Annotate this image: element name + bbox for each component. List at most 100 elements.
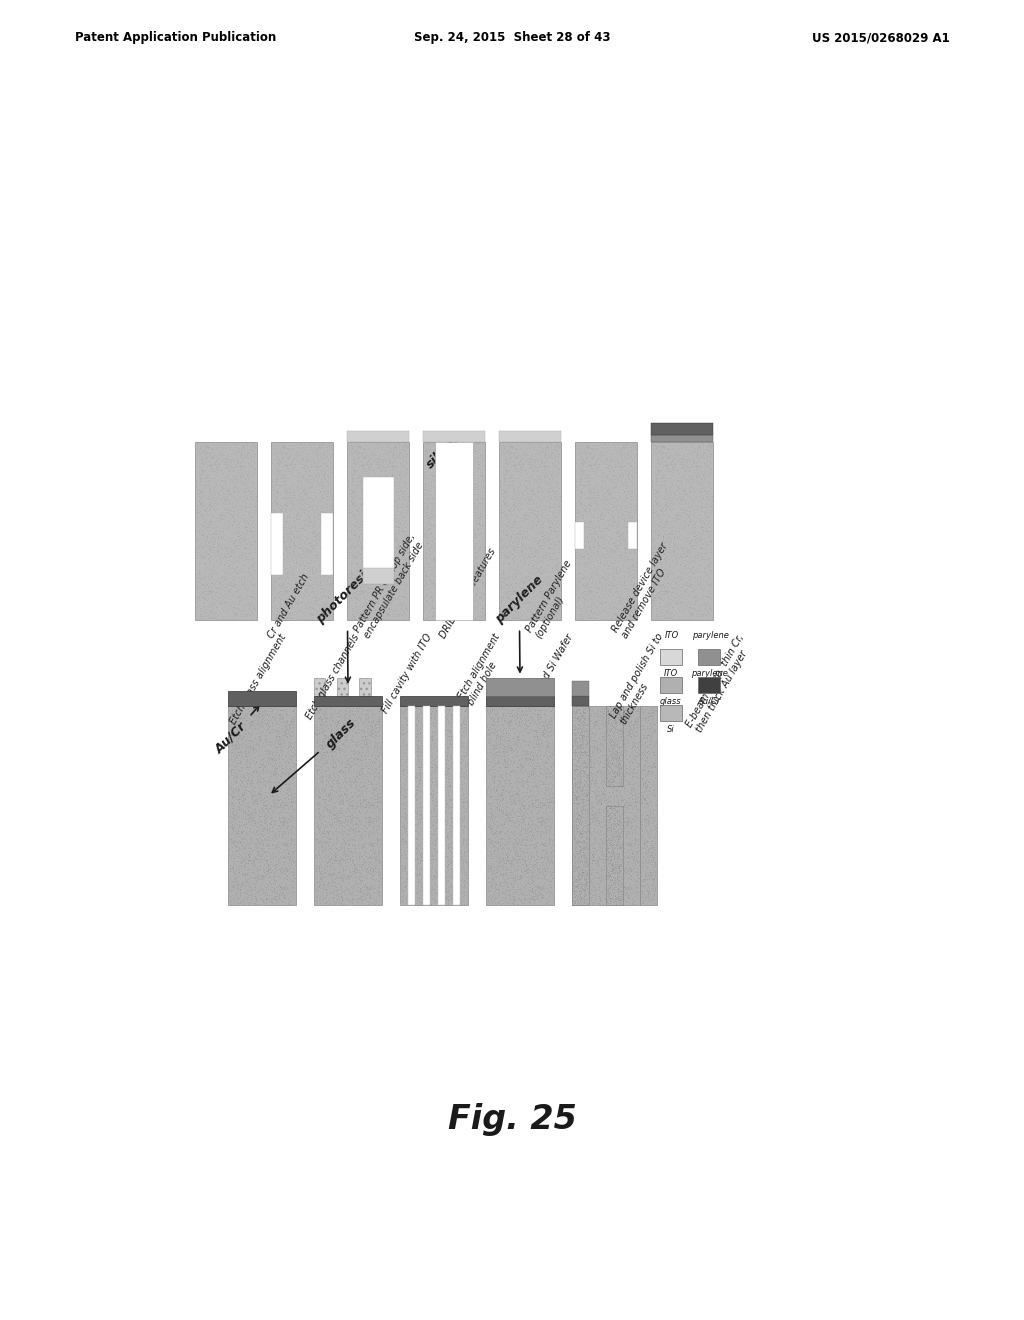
Point xyxy=(347,569,364,590)
Point xyxy=(579,847,595,869)
Point xyxy=(522,744,539,766)
Point xyxy=(238,775,254,796)
Point xyxy=(451,876,467,898)
Point xyxy=(423,487,439,508)
Point xyxy=(353,597,370,618)
Point xyxy=(403,850,420,871)
Point xyxy=(310,876,327,898)
Point xyxy=(572,459,589,480)
Point xyxy=(287,454,303,475)
Point xyxy=(216,533,232,554)
Point xyxy=(422,884,438,906)
Point xyxy=(518,599,535,620)
Point xyxy=(300,521,316,543)
Point xyxy=(369,554,385,576)
Point xyxy=(329,713,345,734)
Point xyxy=(674,546,690,568)
Point xyxy=(512,837,528,858)
Point xyxy=(265,595,282,616)
Point xyxy=(575,840,592,861)
Point xyxy=(505,495,521,516)
Point xyxy=(601,810,617,832)
Point xyxy=(226,545,243,566)
Point xyxy=(361,701,378,722)
Point xyxy=(572,879,589,900)
Point xyxy=(336,709,352,730)
Point xyxy=(353,702,370,723)
Point xyxy=(314,746,331,767)
Point xyxy=(610,492,627,513)
Point xyxy=(574,744,591,766)
Point xyxy=(636,808,652,829)
Point xyxy=(488,725,505,746)
Point xyxy=(640,710,656,731)
Point xyxy=(438,776,455,797)
Point xyxy=(578,871,594,892)
Point xyxy=(345,793,361,814)
Point xyxy=(622,759,638,780)
Point xyxy=(275,516,292,537)
Point xyxy=(529,482,546,503)
Point xyxy=(232,573,249,594)
Point xyxy=(245,821,261,842)
Point xyxy=(285,742,301,763)
Point xyxy=(696,557,713,578)
Point xyxy=(299,512,315,533)
Point xyxy=(361,807,378,828)
Point xyxy=(262,766,279,787)
Point xyxy=(589,805,605,826)
Point xyxy=(271,803,288,824)
Point xyxy=(238,519,254,540)
Point xyxy=(430,796,446,817)
Point xyxy=(403,817,420,838)
Point xyxy=(361,457,378,478)
Point xyxy=(510,855,526,876)
Point xyxy=(419,576,435,597)
Point xyxy=(187,470,204,491)
Point xyxy=(353,492,370,513)
Point xyxy=(518,548,535,569)
Point xyxy=(233,491,250,512)
Point xyxy=(201,568,217,589)
Point xyxy=(599,816,615,837)
Point xyxy=(469,488,485,510)
Point xyxy=(454,780,470,801)
Point xyxy=(670,570,686,591)
Point xyxy=(194,574,210,595)
Point xyxy=(428,832,444,853)
Point xyxy=(346,858,362,879)
Point xyxy=(386,502,402,523)
Point xyxy=(589,800,605,821)
Point xyxy=(610,737,627,758)
Point xyxy=(195,595,211,616)
Point xyxy=(496,465,512,486)
Point xyxy=(474,450,490,471)
Point xyxy=(346,714,362,735)
Point xyxy=(551,458,567,479)
Point xyxy=(210,498,226,519)
Point xyxy=(487,807,504,828)
Point xyxy=(511,500,527,521)
Point xyxy=(571,737,588,758)
Point xyxy=(415,809,431,830)
Point xyxy=(317,532,334,553)
Point xyxy=(365,578,381,599)
Point xyxy=(248,444,264,465)
Point xyxy=(613,698,630,719)
Point xyxy=(201,535,217,556)
Point xyxy=(509,744,525,766)
Point xyxy=(433,838,450,859)
Point xyxy=(209,541,225,562)
Point xyxy=(467,590,483,611)
Point xyxy=(346,453,362,474)
Point xyxy=(640,735,656,756)
Point xyxy=(575,792,592,813)
Point xyxy=(484,783,501,804)
Point xyxy=(323,704,339,725)
Point xyxy=(413,741,429,762)
Point xyxy=(577,510,593,531)
Point xyxy=(335,842,351,863)
Point xyxy=(316,513,333,535)
Point xyxy=(233,821,250,842)
Point xyxy=(278,529,294,550)
